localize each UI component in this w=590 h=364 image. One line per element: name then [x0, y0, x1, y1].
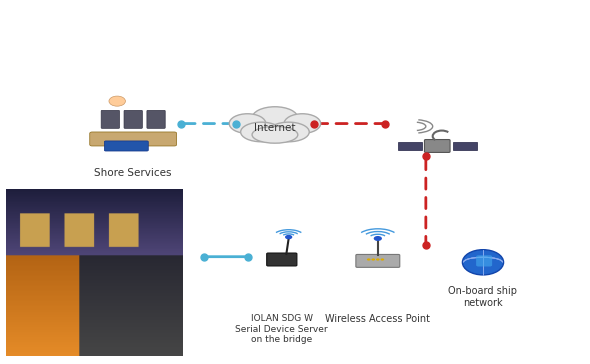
Ellipse shape — [268, 122, 309, 142]
FancyBboxPatch shape — [104, 141, 148, 151]
Ellipse shape — [284, 114, 321, 133]
Text: Internet: Internet — [254, 123, 296, 133]
Circle shape — [373, 236, 382, 241]
Text: On-board ship
network: On-board ship network — [448, 286, 517, 308]
FancyBboxPatch shape — [267, 253, 297, 266]
FancyBboxPatch shape — [398, 142, 422, 150]
Circle shape — [372, 258, 375, 261]
FancyBboxPatch shape — [424, 139, 450, 153]
Ellipse shape — [252, 107, 298, 129]
Circle shape — [381, 258, 384, 261]
Circle shape — [367, 258, 371, 261]
Text: Wireless Access Point: Wireless Access Point — [325, 314, 430, 324]
Ellipse shape — [241, 122, 282, 142]
FancyBboxPatch shape — [356, 254, 400, 267]
Ellipse shape — [252, 126, 298, 143]
Circle shape — [376, 258, 379, 261]
Text: IOLAN SDG W
Serial Device Server
on the bridge: IOLAN SDG W Serial Device Server on the … — [235, 314, 328, 344]
Circle shape — [285, 235, 292, 239]
FancyBboxPatch shape — [124, 110, 142, 128]
FancyBboxPatch shape — [90, 132, 176, 146]
FancyBboxPatch shape — [453, 142, 477, 150]
Ellipse shape — [229, 114, 266, 133]
Text: Shore Services: Shore Services — [94, 169, 172, 178]
FancyBboxPatch shape — [476, 255, 492, 266]
Circle shape — [109, 96, 126, 106]
Circle shape — [463, 250, 504, 275]
FancyBboxPatch shape — [101, 110, 119, 128]
FancyBboxPatch shape — [147, 110, 165, 128]
